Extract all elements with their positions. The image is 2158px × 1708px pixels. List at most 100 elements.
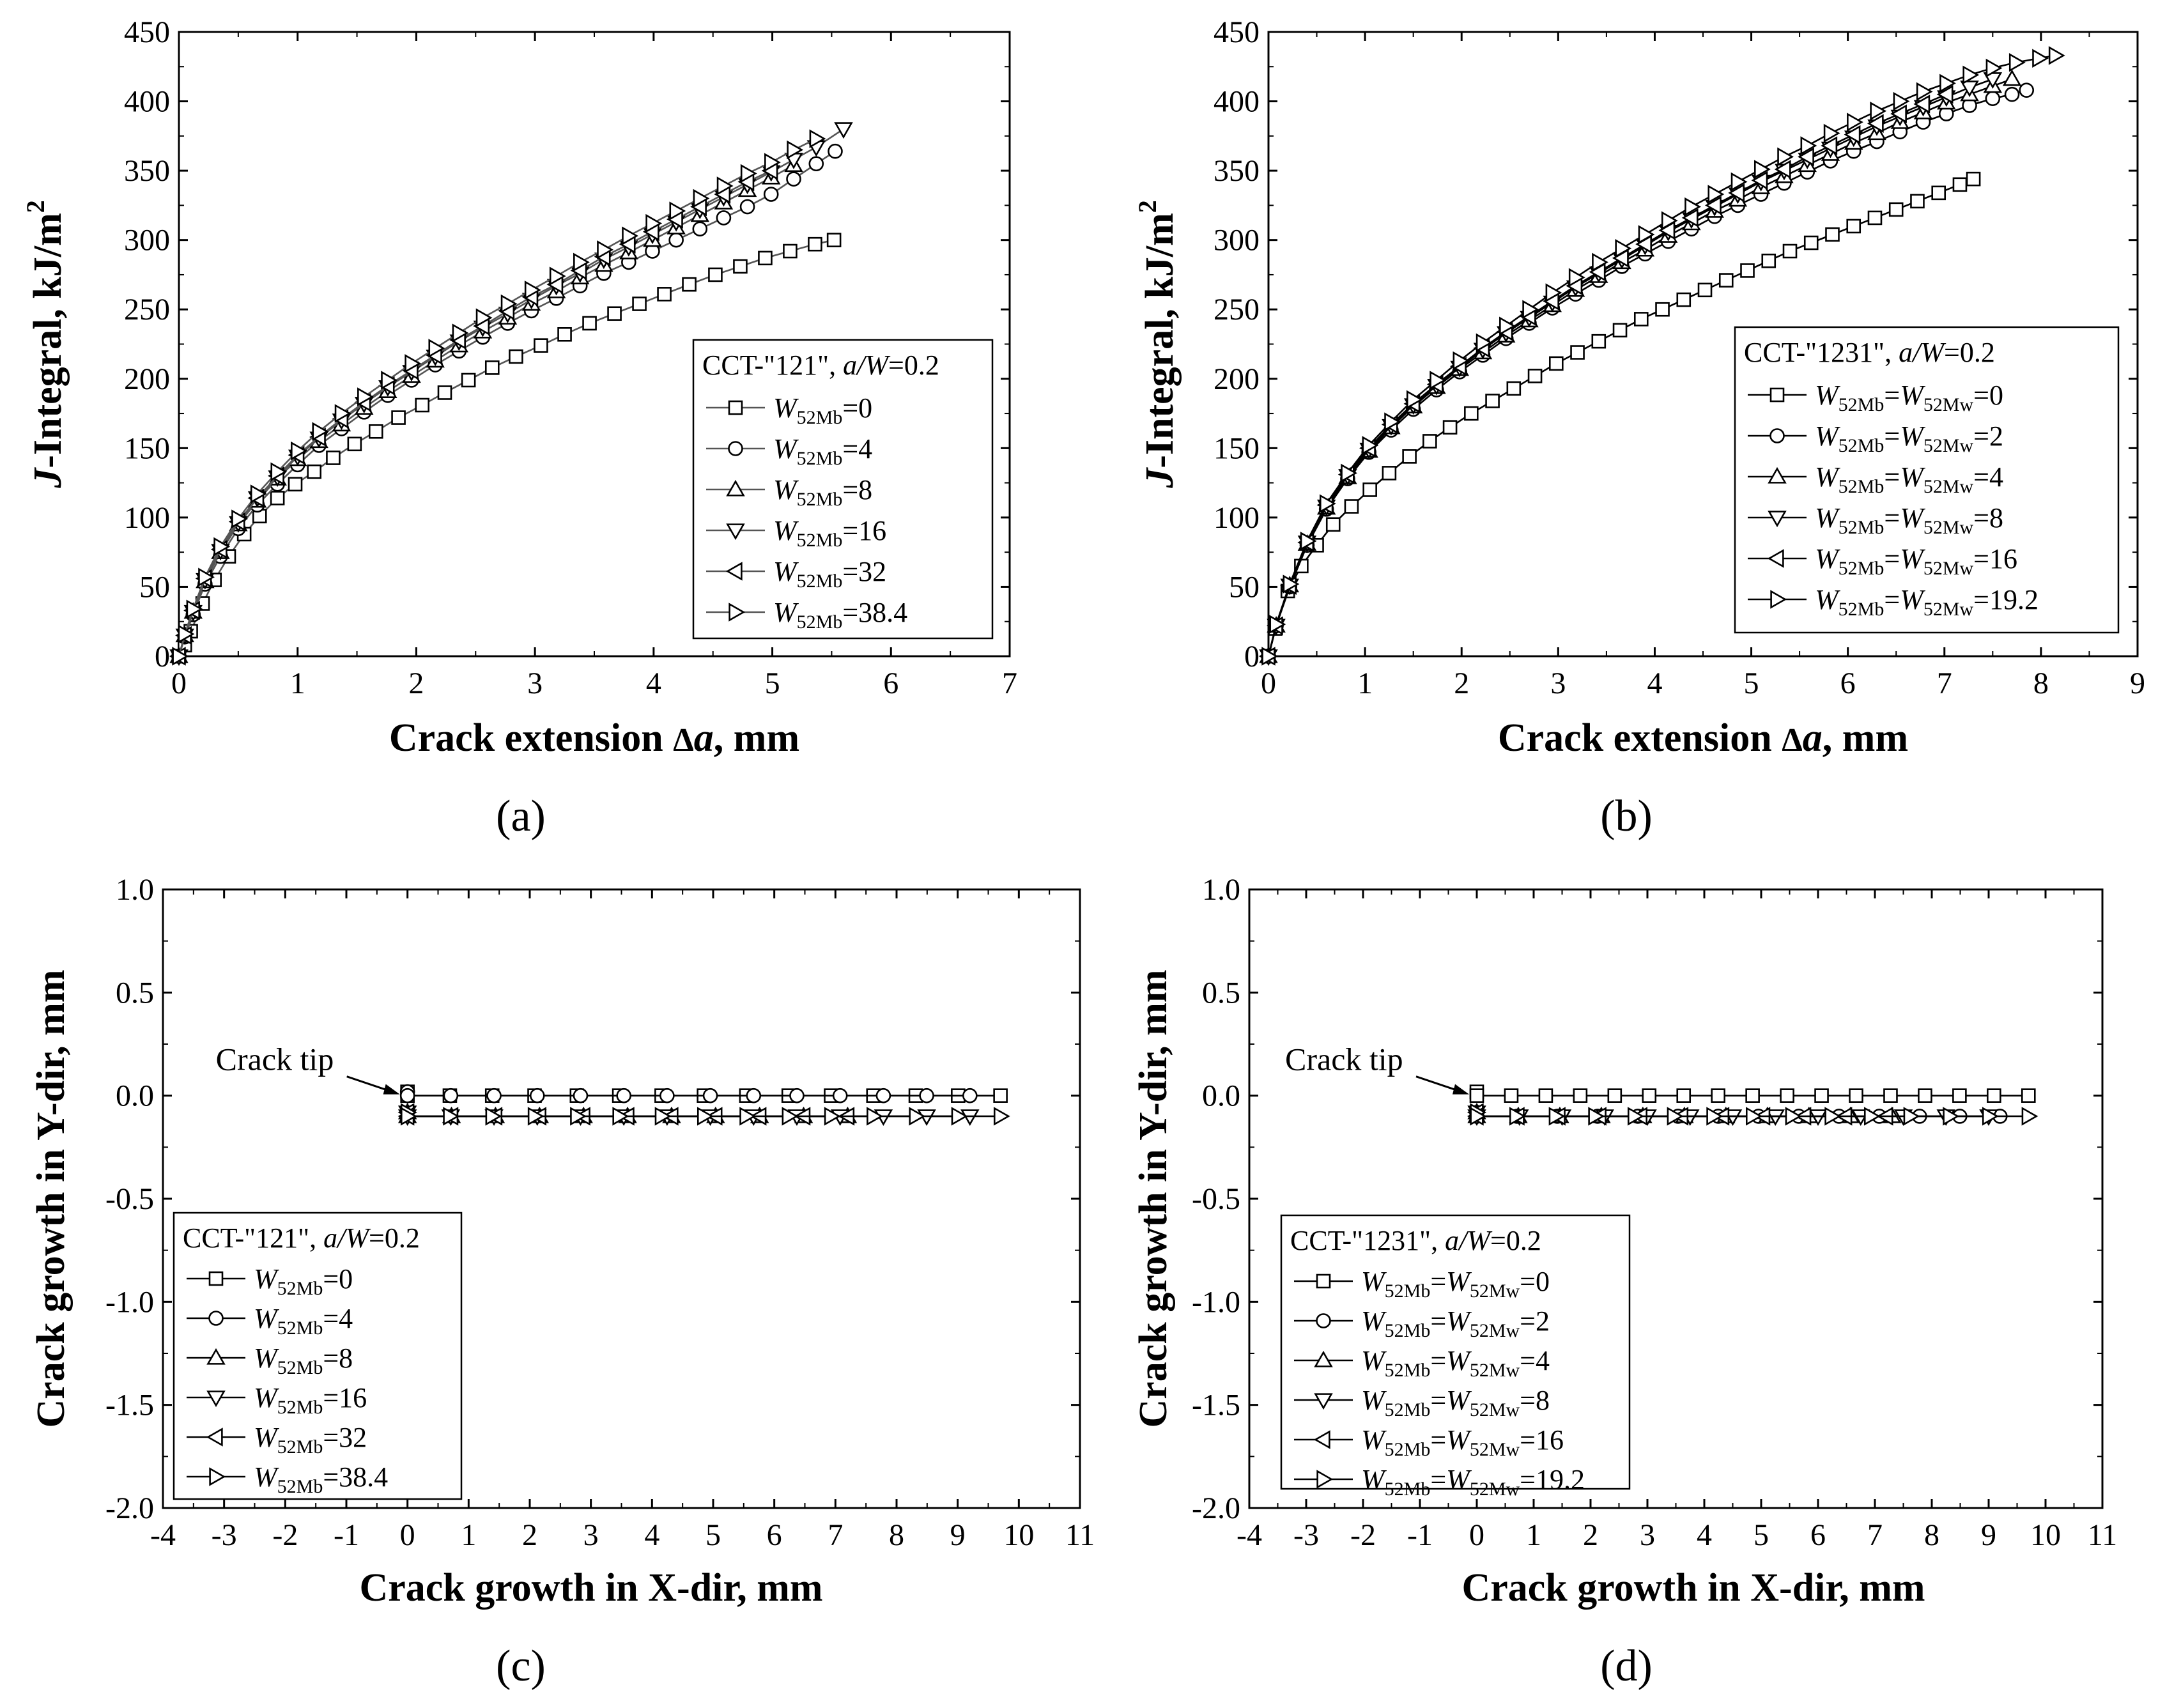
data-point bbox=[1883, 1088, 1898, 1103]
data-point bbox=[500, 294, 518, 314]
y-tick-label: 50 bbox=[1229, 570, 1260, 604]
data-point bbox=[659, 1088, 675, 1104]
x-tick-label: 1 bbox=[1357, 666, 1373, 700]
data-point bbox=[789, 1088, 805, 1104]
x-tick-label: 1 bbox=[461, 1518, 476, 1552]
data-point bbox=[834, 122, 853, 139]
y-axis-title: Crack growth in Y-dir, mm bbox=[29, 969, 73, 1427]
data-point bbox=[1430, 371, 1447, 390]
data-point bbox=[1319, 494, 1336, 513]
legend-label: W52Mb=W52Mw=2 bbox=[1815, 420, 2003, 456]
data-point bbox=[1952, 177, 1968, 192]
data-point bbox=[669, 201, 686, 220]
legend: CCT-"1231", a/W=0.2 W52Mb=W52Mw=0 W52Mb=W5… bbox=[1734, 326, 2120, 634]
data-point bbox=[291, 441, 307, 461]
y-tick-label: 400 bbox=[1214, 85, 1260, 119]
y-tick-label: 200 bbox=[124, 362, 170, 396]
legend-marker bbox=[728, 441, 743, 456]
data-point bbox=[509, 349, 523, 364]
y-tick-label: 450 bbox=[1214, 15, 1260, 49]
data-point bbox=[1325, 517, 1341, 532]
y-tick-label: 350 bbox=[124, 154, 170, 188]
data-point bbox=[783, 243, 798, 259]
legend-marker bbox=[1769, 428, 1785, 443]
data-point bbox=[1893, 91, 1910, 111]
y-tick-label: 100 bbox=[1214, 501, 1260, 535]
data-point bbox=[1470, 1107, 1487, 1126]
data-point bbox=[461, 373, 476, 388]
legend-entry: W52Mb=W52Mw=19.2 bbox=[1748, 584, 2039, 620]
legend-entry: W52Mb=8 bbox=[706, 474, 872, 510]
data-point bbox=[1627, 1107, 1644, 1126]
data-point bbox=[1824, 1107, 1842, 1126]
data-point bbox=[809, 129, 826, 148]
data-point bbox=[1751, 171, 1768, 190]
panel-label: (d) bbox=[1600, 1642, 1653, 1691]
legend-label: W52Mb=0 bbox=[254, 1263, 353, 1299]
data-point bbox=[682, 277, 697, 292]
x-tick-label: 5 bbox=[705, 1518, 721, 1552]
chart-panel-b: 0 1 2 3 4 5 6 7 8 9 0 50 100 150 200 250 300 350 400 450 Cra… bbox=[1133, 15, 2145, 841]
panel-label: (c) bbox=[496, 1642, 546, 1691]
legend-marker bbox=[1314, 1350, 1333, 1367]
data-point bbox=[1916, 82, 1933, 102]
legend-entry: W52Mb=32 bbox=[187, 1422, 367, 1458]
data-point bbox=[1607, 1088, 1622, 1103]
data-point bbox=[739, 199, 755, 215]
x-axis: 0 1 2 3 4 5 6 7 8 9 bbox=[1261, 32, 2145, 700]
data-point bbox=[1761, 253, 1776, 268]
legend-marker bbox=[1768, 466, 1787, 484]
data-point bbox=[716, 210, 732, 226]
data-point bbox=[1667, 1107, 1684, 1126]
data-point bbox=[1545, 283, 1562, 302]
legend-label: W52Mb=W52Mw=8 bbox=[1815, 502, 2003, 538]
crack-tip-annotation: Crack tip bbox=[216, 1042, 400, 1095]
legend-marker bbox=[206, 1348, 226, 1365]
legend-entry: W52Mb=W52Mw=0 bbox=[1294, 1266, 1550, 1302]
x-tick-label: 3 bbox=[1550, 666, 1566, 700]
data-point bbox=[1676, 1088, 1692, 1103]
data-point bbox=[1527, 369, 1543, 383]
y-tick-label: 250 bbox=[124, 293, 170, 327]
data-point bbox=[1549, 356, 1564, 371]
x-tick-label: 9 bbox=[2130, 666, 2145, 700]
data-point bbox=[1300, 532, 1317, 551]
legend-box bbox=[1280, 1214, 1631, 1490]
y-tick-label: 0.5 bbox=[1202, 976, 1240, 1010]
data-point bbox=[1753, 160, 1771, 179]
x-tick-label: -1 bbox=[334, 1518, 359, 1552]
data-point bbox=[1707, 185, 1725, 204]
data-point bbox=[1406, 390, 1423, 410]
data-point bbox=[2004, 86, 2020, 102]
data-point bbox=[786, 171, 801, 187]
annotation-arrowhead bbox=[383, 1084, 400, 1095]
data-point bbox=[213, 537, 231, 557]
y-tick-label: 400 bbox=[124, 85, 170, 119]
y-tick-label: 1.0 bbox=[1202, 873, 1240, 907]
x-tick-label: -2 bbox=[1350, 1518, 1376, 1552]
data-point bbox=[1592, 252, 1608, 272]
data-point bbox=[1777, 147, 1794, 167]
x-tick-label: 9 bbox=[950, 1518, 966, 1552]
data-point bbox=[1655, 302, 1670, 317]
data-point bbox=[573, 252, 590, 272]
legend: CCT-"121", a/W=0.2 W52Mb=0 W52Mb=4 W52Mb=8 W… bbox=[173, 1212, 463, 1500]
data-point bbox=[524, 281, 541, 300]
data-point bbox=[1344, 499, 1359, 514]
data-point bbox=[1522, 300, 1539, 319]
legend-marker bbox=[208, 1271, 224, 1286]
legend-entry: W52Mb=38.4 bbox=[187, 1461, 388, 1497]
data-point bbox=[832, 1088, 848, 1104]
data-point bbox=[334, 404, 351, 423]
x-tick-label: 2 bbox=[1454, 666, 1469, 700]
data-point bbox=[597, 240, 613, 259]
data-point bbox=[1485, 394, 1500, 408]
data-point bbox=[733, 259, 748, 274]
data-point bbox=[582, 316, 597, 331]
legend-box bbox=[173, 1212, 463, 1500]
data-point bbox=[2008, 53, 2026, 72]
legend-entry: W52Mb=W52Mw=16 bbox=[1748, 543, 2017, 579]
data-point bbox=[1591, 334, 1607, 349]
data-point bbox=[740, 164, 757, 183]
